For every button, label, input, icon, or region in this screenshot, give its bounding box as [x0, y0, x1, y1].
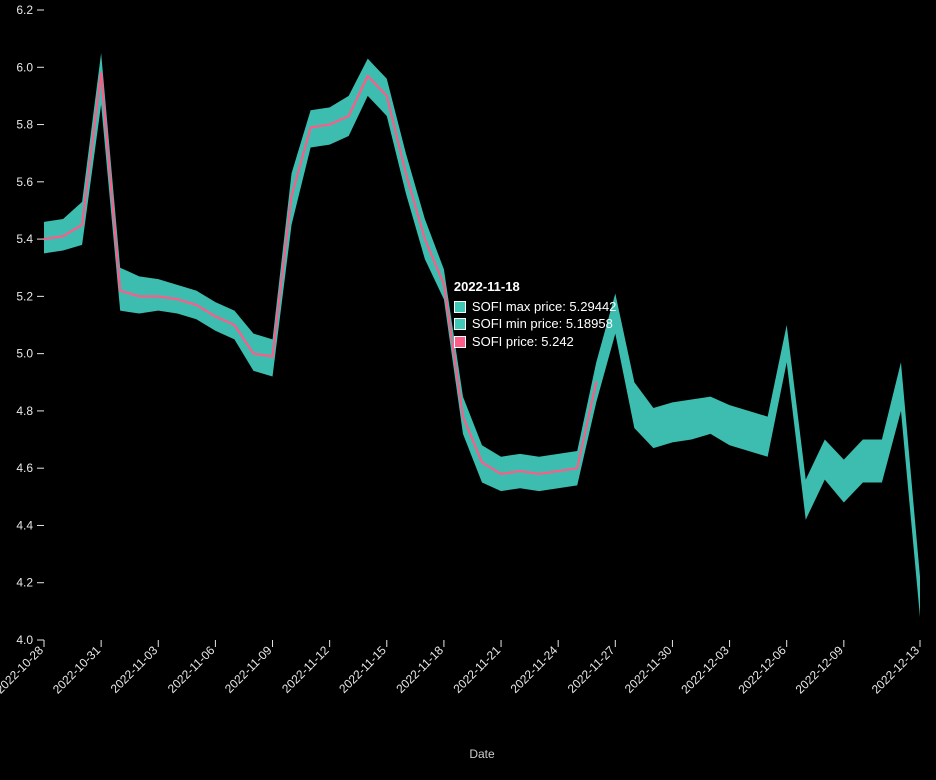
svg-text:6.0: 6.0 [16, 60, 33, 74]
svg-text:5.4: 5.4 [16, 232, 33, 246]
svg-text:Date: Date [469, 747, 495, 761]
svg-text:6.2: 6.2 [16, 3, 33, 17]
svg-text:5.8: 5.8 [16, 118, 33, 132]
svg-text:5.2: 5.2 [16, 289, 33, 303]
chart-svg: 4.04.24.44.64.85.05.25.45.65.86.06.22022… [0, 0, 936, 780]
svg-text:4.8: 4.8 [16, 404, 33, 418]
svg-text:4.0: 4.0 [16, 633, 33, 647]
svg-text:5.6: 5.6 [16, 175, 33, 189]
svg-text:5.0: 5.0 [16, 347, 33, 361]
svg-text:4.4: 4.4 [16, 518, 33, 532]
price-chart: 4.04.24.44.64.85.05.25.45.65.86.06.22022… [0, 0, 936, 780]
svg-text:4.2: 4.2 [16, 576, 33, 590]
svg-text:4.6: 4.6 [16, 461, 33, 475]
